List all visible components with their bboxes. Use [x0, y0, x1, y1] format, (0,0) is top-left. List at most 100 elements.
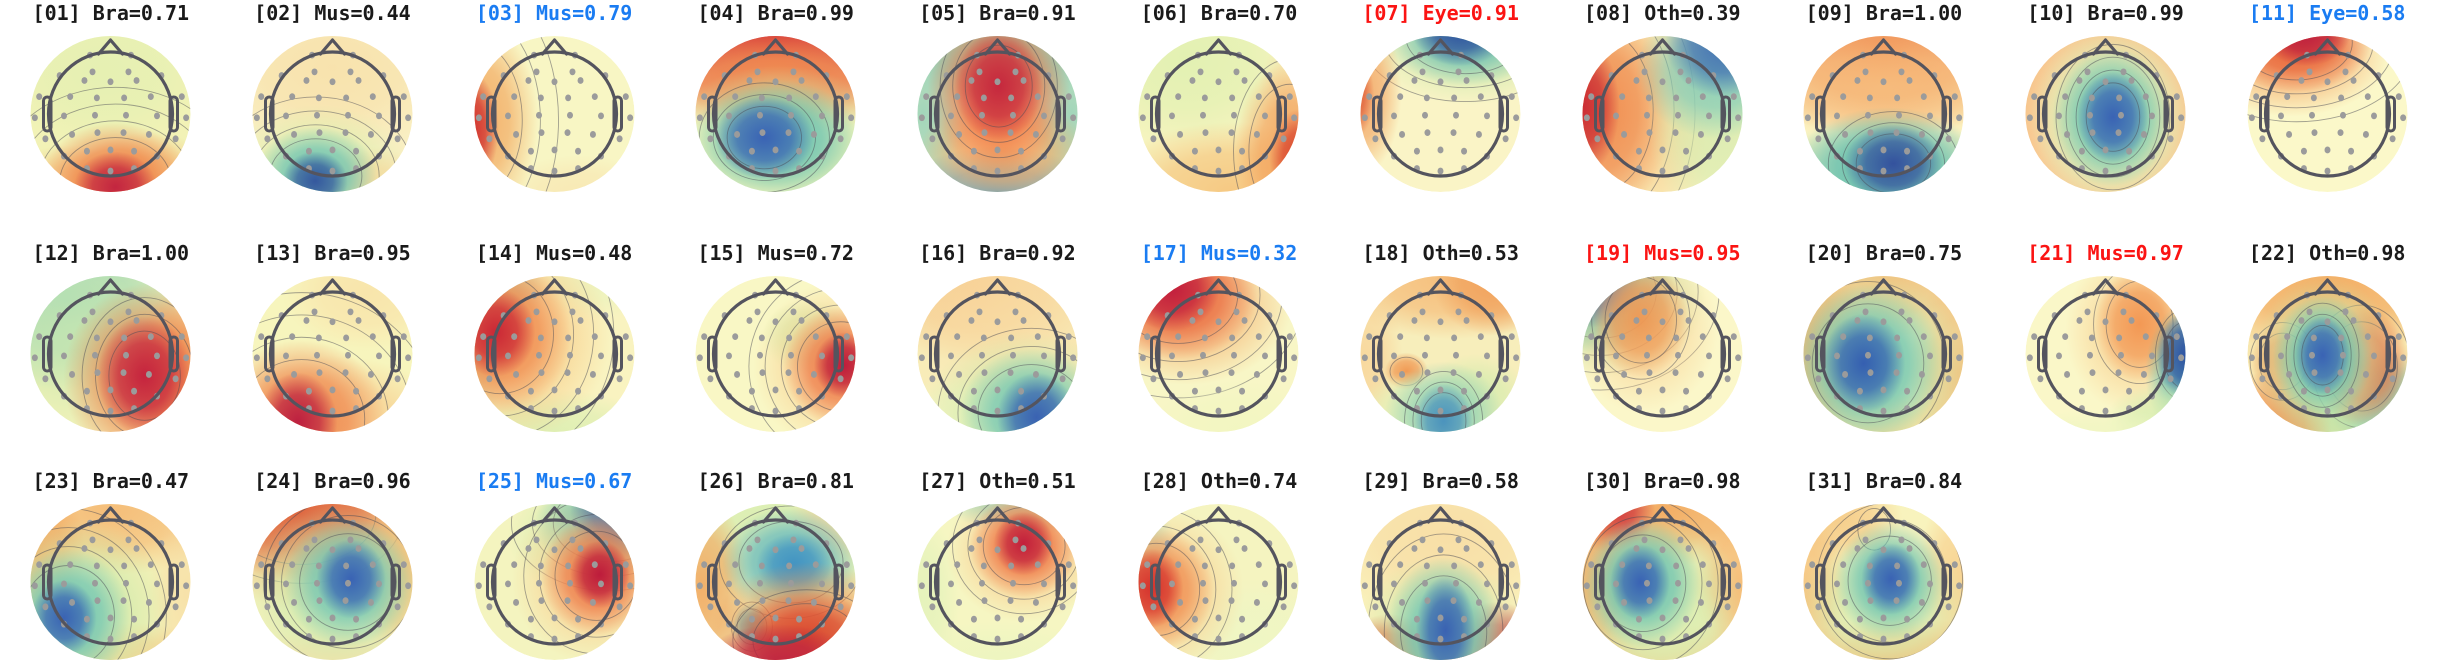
- ica-component-cell-16: [16] Bra=0.92: [887, 240, 1109, 468]
- ica-component-cell-31: [31] Bra=0.84: [1773, 468, 1995, 667]
- topomap-27: [917, 504, 1078, 660]
- ica-component-cell-07: [07] Eye=0.91: [1330, 0, 1552, 240]
- head-outline: [485, 38, 623, 178]
- component-title-01: [01] Bra=0.71: [32, 1, 190, 25]
- head-outline: [263, 278, 401, 418]
- topomap-19: [1582, 276, 1743, 432]
- topomap-12: [30, 276, 191, 432]
- ica-component-cell-05: [05] Bra=0.91: [887, 0, 1109, 240]
- topomap-21: [2025, 276, 2186, 432]
- component-title-02: [02] Mus=0.44: [254, 1, 411, 25]
- topomap-25: [474, 504, 635, 660]
- head-outline: [2037, 38, 2175, 178]
- component-title-06: [06] Bra=0.70: [1140, 1, 1298, 25]
- ica-component-cell-25: [25] Mus=0.67: [443, 468, 665, 667]
- head-outline: [42, 506, 180, 646]
- head-outline: [707, 278, 845, 418]
- head-outline: [1150, 38, 1288, 178]
- topomap-02: [252, 36, 413, 192]
- ica-component-cell-24: [24] Bra=0.96: [222, 468, 444, 667]
- electrode-dots: [1361, 291, 1520, 415]
- component-title-05: [05] Bra=0.91: [919, 1, 1076, 25]
- component-title-18: [18] Oth=0.53: [1362, 241, 1519, 265]
- component-title-22: [22] Oth=0.98: [2248, 241, 2406, 265]
- component-title-04: [04] Bra=0.99: [697, 1, 854, 25]
- electrode-dots: [1361, 519, 1520, 643]
- head-outline: [928, 506, 1066, 646]
- component-title-14: [14] Mus=0.48: [475, 241, 633, 265]
- ica-component-cell-11: [11] Eye=0.58: [2216, 0, 2438, 240]
- ica-component-cell-13: [13] Bra=0.95: [222, 240, 444, 468]
- head-outline: [1372, 278, 1510, 418]
- head-outline: [707, 38, 845, 178]
- component-title-24: [24] Bra=0.96: [254, 469, 411, 493]
- ica-component-cell-02: [02] Mus=0.44: [222, 0, 444, 240]
- component-title-28: [28] Oth=0.74: [1140, 469, 1298, 493]
- topomap-24: [252, 504, 413, 660]
- ica-component-cell-29: [29] Bra=0.58: [1330, 468, 1552, 667]
- component-title-15: [15] Mus=0.72: [697, 241, 854, 265]
- ica-component-cell-03: [03] Mus=0.79: [443, 0, 665, 240]
- head-outline: [1815, 278, 1953, 418]
- ica-component-cell-17: [17] Mus=0.32: [1108, 240, 1330, 468]
- head-outline: [1593, 506, 1731, 646]
- topomap-18: [1360, 276, 1521, 432]
- ica-component-cell-19: [19] Mus=0.95: [1551, 240, 1773, 468]
- ica-component-cell-20: [20] Bra=0.75: [1773, 240, 1995, 468]
- topomap-31: [1803, 504, 1964, 660]
- topomap-06: [1138, 36, 1299, 192]
- component-title-29: [29] Bra=0.58: [1362, 469, 1519, 493]
- component-title-23: [23] Bra=0.47: [32, 469, 190, 493]
- ica-component-cell-10: [10] Bra=0.99: [1995, 0, 2217, 240]
- electrode-dots: [2026, 51, 2185, 175]
- electrode-dots: [475, 51, 633, 175]
- electrode-dots: [1583, 51, 1741, 175]
- topomap-30: [1582, 504, 1743, 660]
- topomap-07: [1360, 36, 1521, 192]
- ica-component-cell-23: [23] Bra=0.47: [0, 468, 222, 667]
- electrode-dots: [2026, 291, 2185, 415]
- electrode-dots: [32, 51, 190, 175]
- electrode-dots: [918, 519, 1076, 643]
- head-outline: [928, 278, 1066, 418]
- topomap-01: [30, 36, 191, 192]
- head-outline: [1815, 506, 1953, 646]
- topomap-26: [695, 504, 856, 660]
- head-outline: [1372, 38, 1510, 178]
- topomap-09: [1803, 36, 1964, 192]
- ica-component-cell-28: [28] Oth=0.74: [1108, 468, 1330, 667]
- electrode-dots: [253, 291, 412, 415]
- head-outline: [2037, 278, 2175, 418]
- component-title-20: [20] Bra=0.75: [1805, 241, 1963, 265]
- head-outline: [1372, 506, 1510, 646]
- component-title-12: [12] Bra=1.00: [32, 241, 190, 265]
- head-outline: [2258, 38, 2396, 178]
- head-outline: [1593, 38, 1731, 178]
- ica-component-cell-15: [15] Mus=0.72: [665, 240, 887, 468]
- component-title-31: [31] Bra=0.84: [1805, 469, 1963, 493]
- head-outline: [1150, 506, 1288, 646]
- ica-component-cell-18: [18] Oth=0.53: [1330, 240, 1552, 468]
- topomap-28: [1138, 504, 1299, 660]
- ica-component-cell-26: [26] Bra=0.81: [665, 468, 887, 667]
- topomap-13: [252, 276, 413, 432]
- ica-component-cell-14: [14] Mus=0.48: [443, 240, 665, 468]
- topomap-04: [695, 36, 856, 192]
- component-title-17: [17] Mus=0.32: [1140, 241, 1298, 265]
- topomap-22: [2247, 276, 2408, 432]
- component-title-10: [10] Bra=0.99: [2027, 1, 2184, 25]
- ica-component-cell-01: [01] Bra=0.71: [0, 0, 222, 240]
- component-title-27: [27] Oth=0.51: [919, 469, 1076, 493]
- ica-component-cell-27: [27] Oth=0.51: [887, 468, 1109, 667]
- component-title-16: [16] Bra=0.92: [919, 241, 1076, 265]
- component-title-26: [26] Bra=0.81: [697, 469, 854, 493]
- ica-component-cell-30: [30] Bra=0.98: [1551, 468, 1773, 667]
- ica-component-cell-09: [09] Bra=1.00: [1773, 0, 1995, 240]
- head-outline: [42, 278, 180, 418]
- component-title-09: [09] Bra=1.00: [1805, 1, 1963, 25]
- head-outline: [263, 38, 401, 178]
- electrode-dots: [475, 519, 633, 643]
- ica-component-cell-22: [22] Oth=0.98: [2216, 240, 2438, 468]
- component-title-21: [21] Mus=0.97: [2027, 241, 2184, 265]
